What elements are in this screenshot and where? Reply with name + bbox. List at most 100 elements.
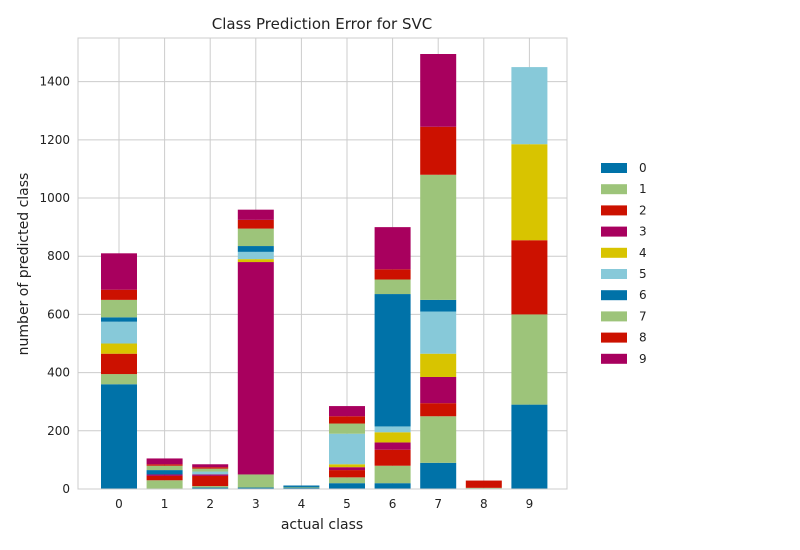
bar-segment-class-4 — [511, 144, 548, 241]
legend-label: 2 — [639, 203, 647, 217]
bar-segment-class-3 — [192, 474, 229, 476]
x-tick-label: 3 — [252, 497, 260, 511]
plot-background — [78, 38, 567, 489]
x-tick-label: 9 — [526, 497, 534, 511]
x-tick-label: 2 — [206, 497, 214, 511]
bar-segment-class-7 — [420, 174, 457, 300]
bar-segment-class-0 — [420, 462, 457, 489]
bar-segment-class-9 — [101, 253, 137, 290]
legend-label: 7 — [639, 309, 647, 323]
legend-swatch — [601, 269, 627, 279]
legend-label: 1 — [639, 182, 647, 196]
bar-segment-class-6 — [146, 470, 183, 475]
legend-swatch — [601, 290, 627, 301]
bar-segment-class-2 — [101, 353, 137, 375]
x-tick-label: 8 — [480, 497, 488, 511]
legend-swatch — [601, 332, 627, 343]
bar-segment-class-5 — [329, 433, 365, 465]
bar-segment-class-4 — [420, 353, 457, 377]
y-tick-label: 1200 — [39, 133, 70, 147]
bar-segment-class-7 — [237, 228, 274, 247]
x-axis-label: actual class — [281, 517, 363, 533]
legend-label: 4 — [639, 246, 647, 260]
bar-segment-class-1 — [146, 480, 183, 489]
bar-segment-class-0 — [374, 483, 411, 489]
bar-segment-class-7 — [146, 465, 183, 471]
bar-segment-class-3 — [374, 442, 411, 450]
y-tick-label: 200 — [47, 424, 70, 438]
legend-swatch — [601, 311, 627, 322]
bar-segment-class-2 — [192, 475, 229, 487]
bar-segment-class-1 — [329, 477, 365, 484]
bar-segment-class-3 — [237, 262, 274, 475]
bar-segment-class-5 — [192, 471, 229, 475]
y-tick-label: 800 — [47, 249, 70, 263]
bar-segment-class-0 — [101, 384, 137, 489]
legend-label: 9 — [639, 352, 647, 366]
bar-segment-class-5 — [420, 311, 457, 354]
legend-swatch — [601, 184, 627, 195]
bar-segment-class-1 — [101, 374, 137, 385]
bar-segment-class-8 — [192, 467, 229, 469]
legend-swatch — [601, 353, 627, 364]
bar-segment-class-1 — [237, 474, 274, 488]
bar-segment-class-2 — [420, 403, 457, 417]
legend-swatch — [601, 163, 627, 173]
bar-segment-class-6 — [101, 317, 137, 322]
bar-segment-class-6 — [237, 246, 274, 252]
legend-swatch — [601, 247, 627, 258]
bar-segment-class-3 — [146, 474, 183, 476]
x-ticks: 0 1 2 3 4 5 6 7 8 9 — [115, 497, 533, 511]
bar-segment-class-2 — [374, 449, 411, 466]
legend-label: 3 — [639, 225, 647, 239]
bar-segment-class-9 — [192, 464, 229, 468]
bar-segment-class-1 — [192, 486, 229, 488]
legend-label: 8 — [639, 331, 647, 345]
bar-segment-class-7 — [374, 279, 411, 295]
x-tick-label: 0 — [115, 497, 123, 511]
bar-segment-class-8 — [237, 219, 274, 229]
bar-segment-class-8 — [329, 416, 365, 424]
x-tick-label: 5 — [343, 497, 351, 511]
bar-segment-class-5 — [511, 67, 548, 145]
bar-segment-class-6 — [283, 485, 320, 487]
bar-segment-class-7 — [101, 299, 137, 318]
bar-segment-class-8 — [146, 464, 183, 466]
x-tick-label: 4 — [298, 497, 306, 511]
bar-segment-class-7 — [192, 468, 229, 472]
bar-segment-class-6 — [420, 299, 457, 312]
bar-segment-class-9 — [420, 54, 457, 127]
bar-segment-class-5 — [237, 251, 274, 260]
bar-segment-class-9 — [237, 209, 274, 220]
x-tick-label: 6 — [389, 497, 397, 511]
bar-segment-class-4 — [101, 343, 137, 354]
bar-segment-class-2 — [511, 240, 548, 315]
bar-segment-class-2 — [465, 480, 502, 488]
legend-swatch — [601, 205, 627, 216]
y-tick-label: 600 — [47, 307, 70, 321]
bar-segment-class-3 — [420, 376, 457, 404]
bars — [101, 54, 548, 489]
chart-title: Class Prediction Error for SVC — [212, 15, 433, 33]
bar-segment-class-8 — [374, 269, 411, 280]
bar-segment-class-1 — [465, 487, 502, 489]
legend-label: 6 — [639, 288, 647, 302]
x-tick-label: 7 — [434, 497, 442, 511]
bar-segment-class-5 — [374, 426, 411, 433]
bar-segment-class-0 — [192, 487, 229, 489]
bar-segment-class-4 — [237, 259, 274, 263]
bar-segment-class-9 — [329, 406, 365, 417]
bar-segment-class-2 — [146, 475, 183, 481]
bar-segment-class-8 — [420, 126, 457, 175]
y-axis-label: number of predicted class — [16, 173, 32, 356]
bar-segment-class-7 — [329, 423, 365, 434]
bar-segment-class-1 — [374, 465, 411, 484]
bar-segment-class-1 — [511, 314, 548, 405]
bar-segment-class-0 — [237, 487, 274, 489]
plot-frame — [77, 37, 568, 490]
bar-segment-class-1 — [283, 486, 320, 488]
bar-segment-class-5 — [101, 321, 137, 344]
bar-segment-class-0 — [511, 404, 548, 489]
y-tick-label: 1400 — [39, 75, 70, 89]
